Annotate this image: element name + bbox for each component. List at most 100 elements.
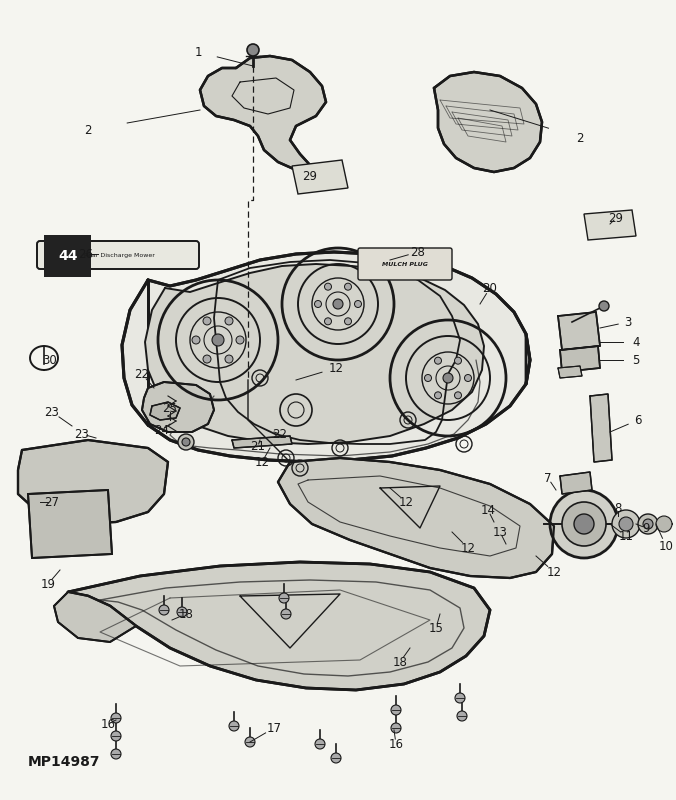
Circle shape <box>612 510 640 538</box>
Polygon shape <box>145 264 484 444</box>
Text: 10: 10 <box>658 539 673 553</box>
Polygon shape <box>122 252 530 462</box>
Text: 8: 8 <box>614 502 622 514</box>
Text: 44: 44 <box>58 249 78 263</box>
Circle shape <box>203 317 211 325</box>
Circle shape <box>324 283 331 290</box>
Text: 29: 29 <box>302 170 318 182</box>
Text: 12: 12 <box>546 566 562 578</box>
Polygon shape <box>434 72 542 172</box>
Circle shape <box>638 514 658 534</box>
Circle shape <box>562 502 606 546</box>
Text: Rear Discharge Mower: Rear Discharge Mower <box>84 253 155 258</box>
Polygon shape <box>558 312 600 350</box>
FancyBboxPatch shape <box>358 248 452 280</box>
Circle shape <box>159 605 169 615</box>
Text: 1: 1 <box>194 46 201 58</box>
Polygon shape <box>292 160 348 194</box>
Circle shape <box>454 357 462 364</box>
Circle shape <box>111 713 121 723</box>
Circle shape <box>178 434 194 450</box>
Text: 22: 22 <box>272 427 287 441</box>
Circle shape <box>203 355 211 363</box>
Text: 18: 18 <box>178 607 193 621</box>
Text: 11: 11 <box>619 530 633 542</box>
Polygon shape <box>54 592 136 642</box>
Text: 7: 7 <box>544 471 552 485</box>
Circle shape <box>345 318 352 325</box>
Text: 3: 3 <box>625 315 631 329</box>
Circle shape <box>225 355 233 363</box>
Text: 22: 22 <box>135 367 149 381</box>
Text: 14: 14 <box>481 503 496 517</box>
Text: 20: 20 <box>483 282 498 294</box>
Circle shape <box>435 357 441 364</box>
Circle shape <box>236 336 244 344</box>
Circle shape <box>324 318 331 325</box>
Polygon shape <box>558 366 582 378</box>
Polygon shape <box>150 402 180 420</box>
Circle shape <box>354 301 362 307</box>
Circle shape <box>550 490 618 558</box>
Circle shape <box>331 753 341 763</box>
Polygon shape <box>590 394 612 462</box>
Circle shape <box>345 283 352 290</box>
Circle shape <box>315 739 325 749</box>
Polygon shape <box>232 436 292 448</box>
Text: 4: 4 <box>632 335 639 349</box>
Circle shape <box>111 731 121 741</box>
Circle shape <box>455 693 465 703</box>
Circle shape <box>574 514 594 534</box>
Text: 5: 5 <box>632 354 639 366</box>
Text: 17: 17 <box>266 722 281 734</box>
Text: 23: 23 <box>74 427 89 441</box>
Polygon shape <box>560 346 600 372</box>
Circle shape <box>457 711 467 721</box>
Text: 6: 6 <box>634 414 642 426</box>
Circle shape <box>245 737 255 747</box>
Circle shape <box>443 373 453 383</box>
Text: 23: 23 <box>45 406 59 418</box>
Circle shape <box>225 317 233 325</box>
Text: 16: 16 <box>389 738 404 750</box>
Circle shape <box>464 374 471 382</box>
Circle shape <box>192 336 200 344</box>
Circle shape <box>333 299 343 309</box>
Text: MP14987: MP14987 <box>28 755 101 769</box>
Circle shape <box>643 519 653 529</box>
Text: 25: 25 <box>162 402 177 414</box>
Text: 18: 18 <box>393 655 408 669</box>
Text: 16: 16 <box>101 718 116 730</box>
Text: 29: 29 <box>608 211 623 225</box>
Circle shape <box>656 516 672 532</box>
Polygon shape <box>28 490 112 558</box>
Text: 12: 12 <box>398 495 414 509</box>
Text: 2: 2 <box>84 123 92 137</box>
Text: 30: 30 <box>43 354 57 366</box>
Text: 12: 12 <box>329 362 343 374</box>
Circle shape <box>281 609 291 619</box>
Circle shape <box>425 374 431 382</box>
Polygon shape <box>560 472 592 494</box>
Circle shape <box>212 334 224 346</box>
Circle shape <box>247 44 259 56</box>
Polygon shape <box>68 562 490 690</box>
Circle shape <box>619 517 633 531</box>
Circle shape <box>229 721 239 731</box>
Polygon shape <box>200 56 326 170</box>
FancyBboxPatch shape <box>37 241 199 269</box>
Text: 12: 12 <box>460 542 475 554</box>
Text: 12: 12 <box>254 455 270 469</box>
Circle shape <box>111 749 121 759</box>
Polygon shape <box>142 382 214 432</box>
Circle shape <box>314 301 322 307</box>
Text: 19: 19 <box>41 578 55 590</box>
Text: 27: 27 <box>45 495 59 509</box>
Polygon shape <box>584 210 636 240</box>
Text: 24: 24 <box>155 423 170 437</box>
Circle shape <box>177 607 187 617</box>
Text: 13: 13 <box>493 526 508 538</box>
Text: 44: 44 <box>58 249 78 263</box>
Text: 2: 2 <box>576 131 584 145</box>
Text: 26: 26 <box>78 247 93 261</box>
